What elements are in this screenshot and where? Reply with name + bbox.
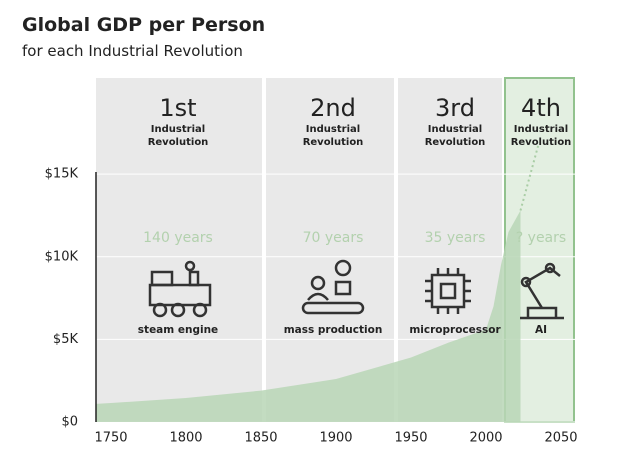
ai-icon [520, 262, 564, 320]
x-tick-label: 1750 [94, 431, 127, 446]
panel-1 [96, 78, 262, 422]
x-tick-label: 2050 [544, 431, 577, 446]
y-tick-label: $15K [45, 167, 79, 182]
revolution-duration: ? years [515, 230, 567, 246]
x-tick-label: 1800 [169, 431, 202, 446]
revolution-label: Industrial Revolution [510, 124, 572, 148]
area [96, 210, 521, 422]
mass-production-icon [301, 259, 365, 315]
revolution-number: 4th [521, 94, 561, 122]
revolution-duration: 35 years [424, 230, 486, 246]
revolution-number: 2nd [310, 94, 356, 122]
y-tick-label: $10K [45, 249, 79, 264]
x-tick-label: 1950 [394, 431, 427, 446]
revolution-label: Industrial Revolution [147, 124, 209, 148]
y-tick-label: $0 [61, 415, 78, 430]
x-tick-label: 1900 [319, 431, 352, 446]
x-tick-label: 1850 [244, 431, 277, 446]
revolution-duration: 70 years [302, 230, 364, 246]
revolution-label: Industrial Revolution [302, 124, 364, 148]
x-tick-label: 2000 [469, 431, 502, 446]
revolution-label: Industrial Revolution [424, 124, 486, 148]
revolution-duration: 140 years [143, 230, 213, 246]
revolution-technology: mass production [283, 324, 383, 336]
y-tick-label: $5K [53, 332, 79, 347]
microprocessor-icon [425, 268, 471, 314]
projection-line [519, 144, 540, 211]
icons [148, 259, 564, 320]
steam-engine-icon [148, 260, 212, 318]
revolution-number: 3rd [435, 94, 475, 122]
revolution-technology: AI [534, 324, 548, 336]
revolution-number: 1st [159, 94, 197, 122]
revolution-technology: microprocessor [409, 324, 501, 336]
panel-2 [266, 78, 394, 422]
revolution-technology: steam engine [137, 324, 219, 336]
chart-title: Global GDP per Person [22, 14, 266, 36]
chart-subtitle: for each Industrial Revolution [22, 42, 243, 60]
